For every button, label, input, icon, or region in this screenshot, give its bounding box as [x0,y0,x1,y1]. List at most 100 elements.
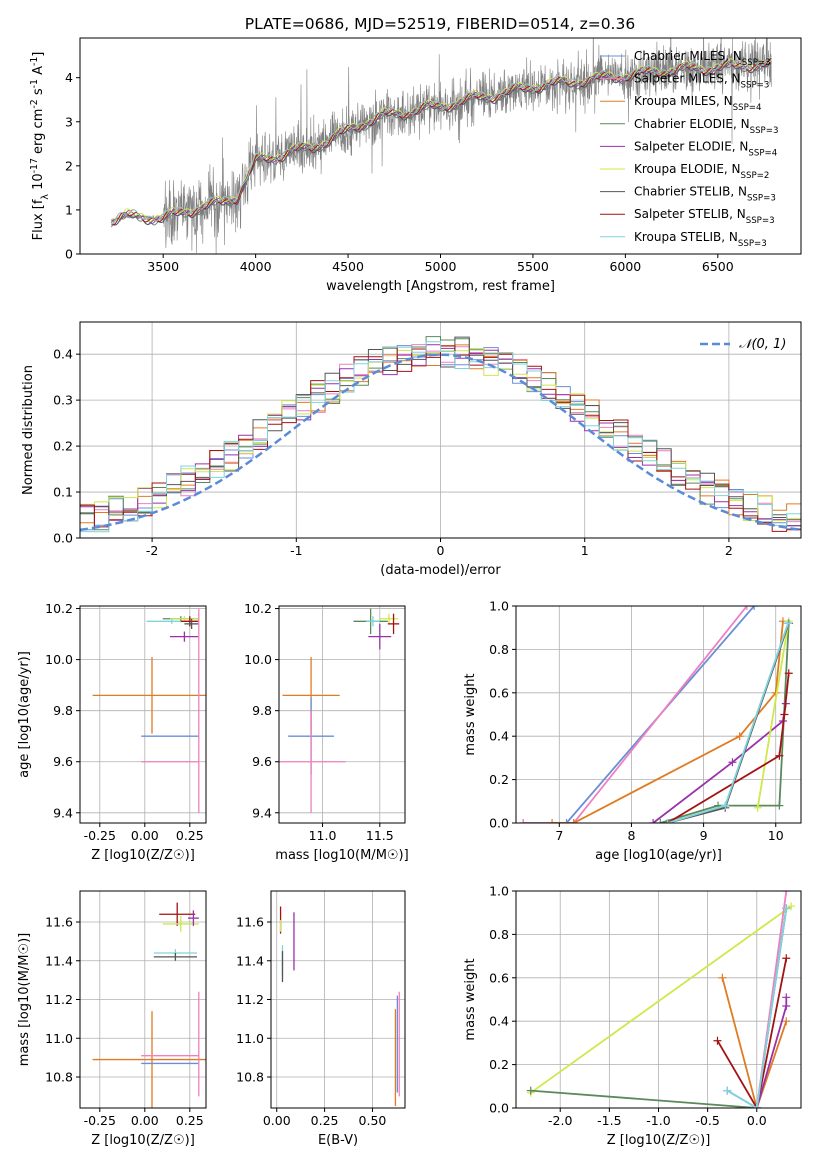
mass-weight-marker [784,669,793,678]
y-tick-label: 10.0 [244,652,272,667]
figure-title: PLATE=0686, MJD=52519, FIBERID=0514, z=0… [245,15,635,33]
residual-histogram-panel: -2 -1 0 1 2 0.0 0.1 0.2 0.3 0.4 (data-model)/error… [21,321,802,578]
age-vs-Z-plot-area [92,608,206,813]
mass-weight-marker [782,1017,791,1026]
plot-frame [79,321,802,539]
errorbar-point-kroupa-stelib [366,616,380,627]
y-tick-label: 11.6 [236,915,264,930]
y-axis-label: mass weight [463,673,478,755]
mass-weight-marker [723,1086,732,1095]
mass-weight-marker [519,819,528,823]
y-tick-label: 0.0 [489,1101,509,1116]
x-tick-label: -0.5 [695,1113,719,1128]
histogram-chabrier-elodie [80,336,801,531]
spectrum-data-line [111,38,772,254]
x-tick-label: -0.25 [84,1113,116,1128]
mass-weight-line-chabrier-miles [523,606,755,823]
x-tick-label: 4000 [240,259,272,274]
mass-vs-Z-plot-area [92,902,206,1108]
x-tick-label: 1 [581,543,589,558]
errorbar-point-chabrier-stelib [153,953,197,961]
y-tick-label: 3 [65,114,73,129]
x-tick-label: 0.00 [263,1113,291,1128]
histogram-legend: 𝒩(0, 1) [700,337,786,352]
errorbar-point-chabrier-stelib [184,618,199,629]
mass-weight-marker [775,751,784,760]
mass-weight-marker [548,819,557,823]
mass-weight-marker [735,732,744,741]
mass-weight-marker [782,891,791,895]
mass-weight-vs-age-panel: 7 8 9 10 0.0 0.2 0.4 0.6 0.8 1.0 age [log10(age/yr… [463,599,802,863]
x-tick-label: 6500 [702,259,734,274]
y-tick-label: 9.4 [252,805,272,820]
x-tick-label: 5000 [425,259,457,274]
legend-label-chabrier-elodie: Chabrier ELODIE, NSSP=3 [634,117,778,136]
mass-weight-marker [753,803,762,812]
x-axis-label: wavelength [Angstrom, rest frame] [326,279,555,294]
mass-weight-line-salpeter-stelib [716,958,788,1108]
y-tick-label: 10.8 [45,1070,73,1085]
mass-weight-line-kroupa-elodie [756,621,790,808]
x-tick-label: 11.0 [309,828,337,843]
age-vs-mass-panel: 11.0 11.5 9.4 9.6 9.8 10.0 10.2 mass [log10(M/M… [244,601,409,863]
x-tick-label: -1 [290,543,302,558]
mass-weight-marker [562,819,571,823]
mass-weight-vs-Z-plot-area [526,891,796,1108]
errorbar-point-kroupa-elodie [379,613,399,624]
mass-weight-marker [728,758,737,767]
x-tick-label: 0.00 [131,828,159,843]
x-tick-label: -2.0 [548,1113,572,1128]
legend-label-salpeter-miles: Salpeter MILES, NSSP=3 [634,72,769,91]
errorbar-point-kroupa-miles [92,657,206,734]
x-tick-label: 6000 [609,259,641,274]
legend-label-normal: 𝒩(0, 1) [739,337,786,352]
mass-weight-marker [782,993,791,1002]
x-tick-label: 5500 [517,259,549,274]
y-tick-label: 10.2 [45,601,73,616]
x-tick-label: 4500 [332,259,364,274]
y-tick-label: 9.6 [53,754,73,769]
y-tick-label: 9.8 [252,703,272,718]
legend-label-kroupa-miles: Kroupa MILES, NSSP=4 [634,94,762,113]
mass-weight-marker [663,819,672,823]
panels: 3500 4000 4500 5000 5500 6000 6500 0 1 2 3 4 wavelen… [17,37,802,1148]
mass-weight-marker [649,819,658,823]
plot-frame [79,605,207,824]
x-tick-label: 8 [627,828,635,843]
y-tick-label: 0.2 [489,1057,509,1072]
plot-frame [278,605,406,824]
x-tick-label: 9 [700,828,708,843]
plot-frame [79,37,802,255]
spectrum-panel: 3500 4000 4500 5000 5500 6000 6500 0 1 2 3 4 wavelen… [29,37,802,294]
mass-weight-line-kroupa-miles [721,977,788,1108]
y-axis-label: age [log10(age/yr)] [17,651,32,778]
mass-weight-marker [750,606,759,610]
errorbar-point-kroupa-miles [92,1011,206,1108]
spectrum-plot-area [111,38,772,254]
x-axis-label: E(B-V) [318,1133,358,1148]
spectrum-model-line-kroupa-stelib [111,56,772,225]
y-tick-label: 0.2 [489,772,509,787]
x-axis-label: (data-model)/error [380,563,501,578]
x-tick-label: 10 [768,828,784,843]
mass-weight-line-kroupa-stelib [726,908,788,1108]
mass-weight-vs-age-plot-area [519,606,793,823]
y-axis-label: Flux [fλ 10-17 erg cm-2 s-1 A-1] [29,52,51,241]
mass-weight-marker [569,819,578,823]
x-tick-label: 0 [437,543,445,558]
legend-label-kroupa-elodie: Kroupa ELODIE, NSSP=2 [634,162,769,181]
y-tick-label: 0.6 [489,685,509,700]
mass-weight-vs-Z-panel: -2.0 -1.5 -1.0 -0.5 0.0 0.0 0.2 0.4 0.6 0.8 1.0 Z [… [463,884,802,1148]
mass-weight-line-chabrier-stelib [667,623,790,823]
y-tick-label: 9.4 [53,805,73,820]
mass-weight-marker [752,1104,761,1108]
plot-frame [515,605,802,824]
mass-weight-line-salpeter-stelib [667,673,790,823]
age-vs-mass-plot-area [279,608,400,813]
y-tick-label: 4 [65,70,73,85]
mass-weight-marker [775,801,784,810]
y-tick-label: 0.2 [53,439,73,454]
mass-vs-ebv-plot-area [279,906,400,1107]
legend-label-chabrier-stelib: Chabrier STELIB, NSSP=3 [634,185,776,204]
